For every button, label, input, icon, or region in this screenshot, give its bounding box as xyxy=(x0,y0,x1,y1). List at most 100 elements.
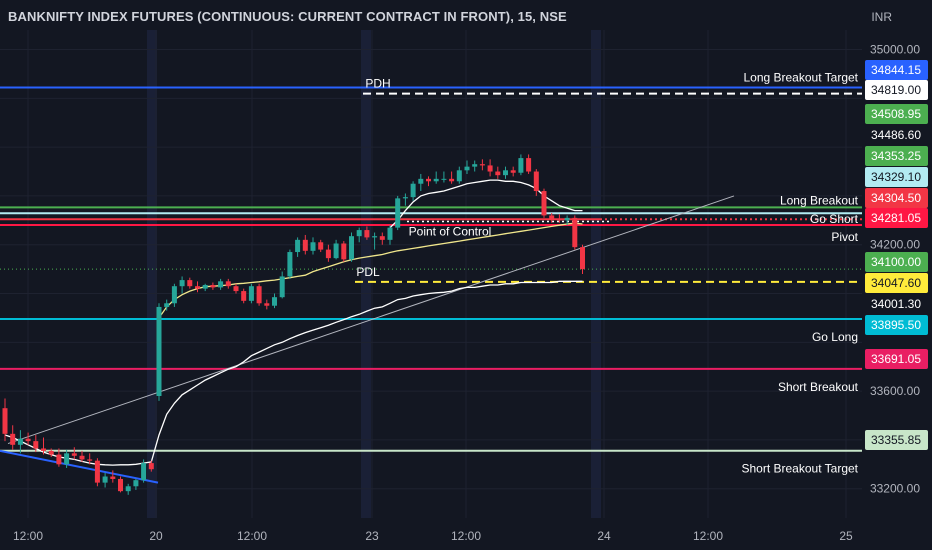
x-tick-label: 12:00 xyxy=(451,529,481,543)
candle-body xyxy=(533,171,539,192)
candle-body xyxy=(94,460,100,483)
candle-body xyxy=(71,453,77,456)
price-badge xyxy=(865,252,928,272)
level-label-poc: Point of Control xyxy=(409,225,492,239)
price-badge-label: 34844.15 xyxy=(871,63,921,77)
price-badge xyxy=(865,273,928,293)
chart-title: BANKNIFTY INDEX FUTURES (CONTINUOUS: CUR… xyxy=(8,9,567,24)
candle-body xyxy=(241,291,247,301)
candle-body xyxy=(402,197,408,199)
series-line-2 xyxy=(389,179,583,229)
price-badge xyxy=(865,167,928,187)
candle-body xyxy=(310,242,316,251)
candle-body xyxy=(318,242,324,250)
candle-body xyxy=(387,227,393,240)
candle-body xyxy=(148,463,154,470)
candle-body xyxy=(56,454,62,465)
trend-line xyxy=(7,195,735,445)
candle-body xyxy=(341,243,347,260)
candle-body xyxy=(118,478,123,492)
price-badge-label: 33691.05 xyxy=(871,352,921,366)
candle-body xyxy=(526,158,532,172)
candle-body xyxy=(33,441,39,449)
candle-body xyxy=(2,408,8,434)
x-tick-label: 12:00 xyxy=(237,529,267,543)
candle-body xyxy=(272,297,277,306)
price-badge xyxy=(865,80,928,100)
candle-body xyxy=(564,217,570,221)
series-line-0 xyxy=(4,280,583,466)
candle-body xyxy=(110,476,116,479)
price-badge-label: 34281.05 xyxy=(871,211,921,225)
price-badge-label: 34329.10 xyxy=(871,170,921,184)
candle-body xyxy=(479,164,485,166)
candle-body xyxy=(356,230,362,237)
price-badge-label: 33895.50 xyxy=(871,318,921,332)
candle-body xyxy=(218,281,224,288)
candle-body xyxy=(302,239,308,251)
candle-body xyxy=(510,170,516,173)
candle-body xyxy=(572,217,578,248)
candle-body xyxy=(171,286,177,304)
candle-body xyxy=(48,450,54,455)
candle-body xyxy=(449,178,455,182)
y-tick-label: 35000.00 xyxy=(870,43,920,57)
trend-line-blue xyxy=(0,449,159,484)
candle-body xyxy=(17,438,23,445)
candle-body xyxy=(441,178,447,180)
candle-body xyxy=(210,284,216,288)
candle-body xyxy=(202,284,208,289)
candle-body xyxy=(248,286,254,301)
price-badge xyxy=(865,125,928,145)
price-badge-label: 34100.00 xyxy=(871,255,921,269)
candle-body xyxy=(433,178,439,182)
candle-body xyxy=(556,219,562,221)
candle-body xyxy=(133,480,139,487)
level-label: Long Breakout xyxy=(780,193,859,207)
candle-body xyxy=(287,252,293,277)
x-tick-label: 12:00 xyxy=(693,529,723,543)
price-badge xyxy=(865,315,928,335)
level-label: Short Breakout xyxy=(778,380,859,394)
price-badge-label: 34508.95 xyxy=(871,107,921,121)
candle-body xyxy=(379,236,385,240)
candle-body xyxy=(233,286,239,292)
level-label-go-short: Go Short xyxy=(810,212,859,226)
x-tick-label: 20 xyxy=(149,529,163,543)
price-badge-label: 34819.00 xyxy=(871,83,921,97)
level-label: Go Long xyxy=(812,330,858,344)
candle-body xyxy=(264,303,270,306)
candle-body xyxy=(187,280,193,287)
y-tick-label: 33600.00 xyxy=(870,384,920,398)
candle-body xyxy=(225,281,231,287)
session-break-band xyxy=(147,30,157,518)
candle-body xyxy=(372,236,378,238)
candle-body xyxy=(349,236,354,260)
price-badge-label: 34047.60 xyxy=(871,276,921,290)
currency-label: INR xyxy=(871,10,892,24)
candle-body xyxy=(295,239,301,253)
candle-body xyxy=(495,171,501,176)
candle-body xyxy=(503,170,508,176)
candle-body xyxy=(395,198,401,228)
x-tick-label: 24 xyxy=(597,529,611,543)
candle-body xyxy=(364,230,370,238)
price-badge-label: 34486.60 xyxy=(871,128,921,142)
candle-body xyxy=(41,448,46,451)
candle-body xyxy=(10,433,16,445)
x-tick-label: 12:00 xyxy=(13,529,43,543)
price-badge xyxy=(865,349,928,369)
candle-body xyxy=(195,286,200,289)
candle-body xyxy=(518,158,524,173)
price-badge xyxy=(865,294,928,314)
price-badge-label: 34001.30 xyxy=(871,297,921,311)
candle-body xyxy=(426,178,431,182)
candle-body xyxy=(141,463,147,481)
price-badge-label: 33355.85 xyxy=(871,433,921,447)
x-tick-label: 25 xyxy=(839,529,853,543)
level-label: Short Breakout Target xyxy=(741,462,858,476)
candle-body xyxy=(102,476,108,483)
price-badge xyxy=(865,60,928,80)
